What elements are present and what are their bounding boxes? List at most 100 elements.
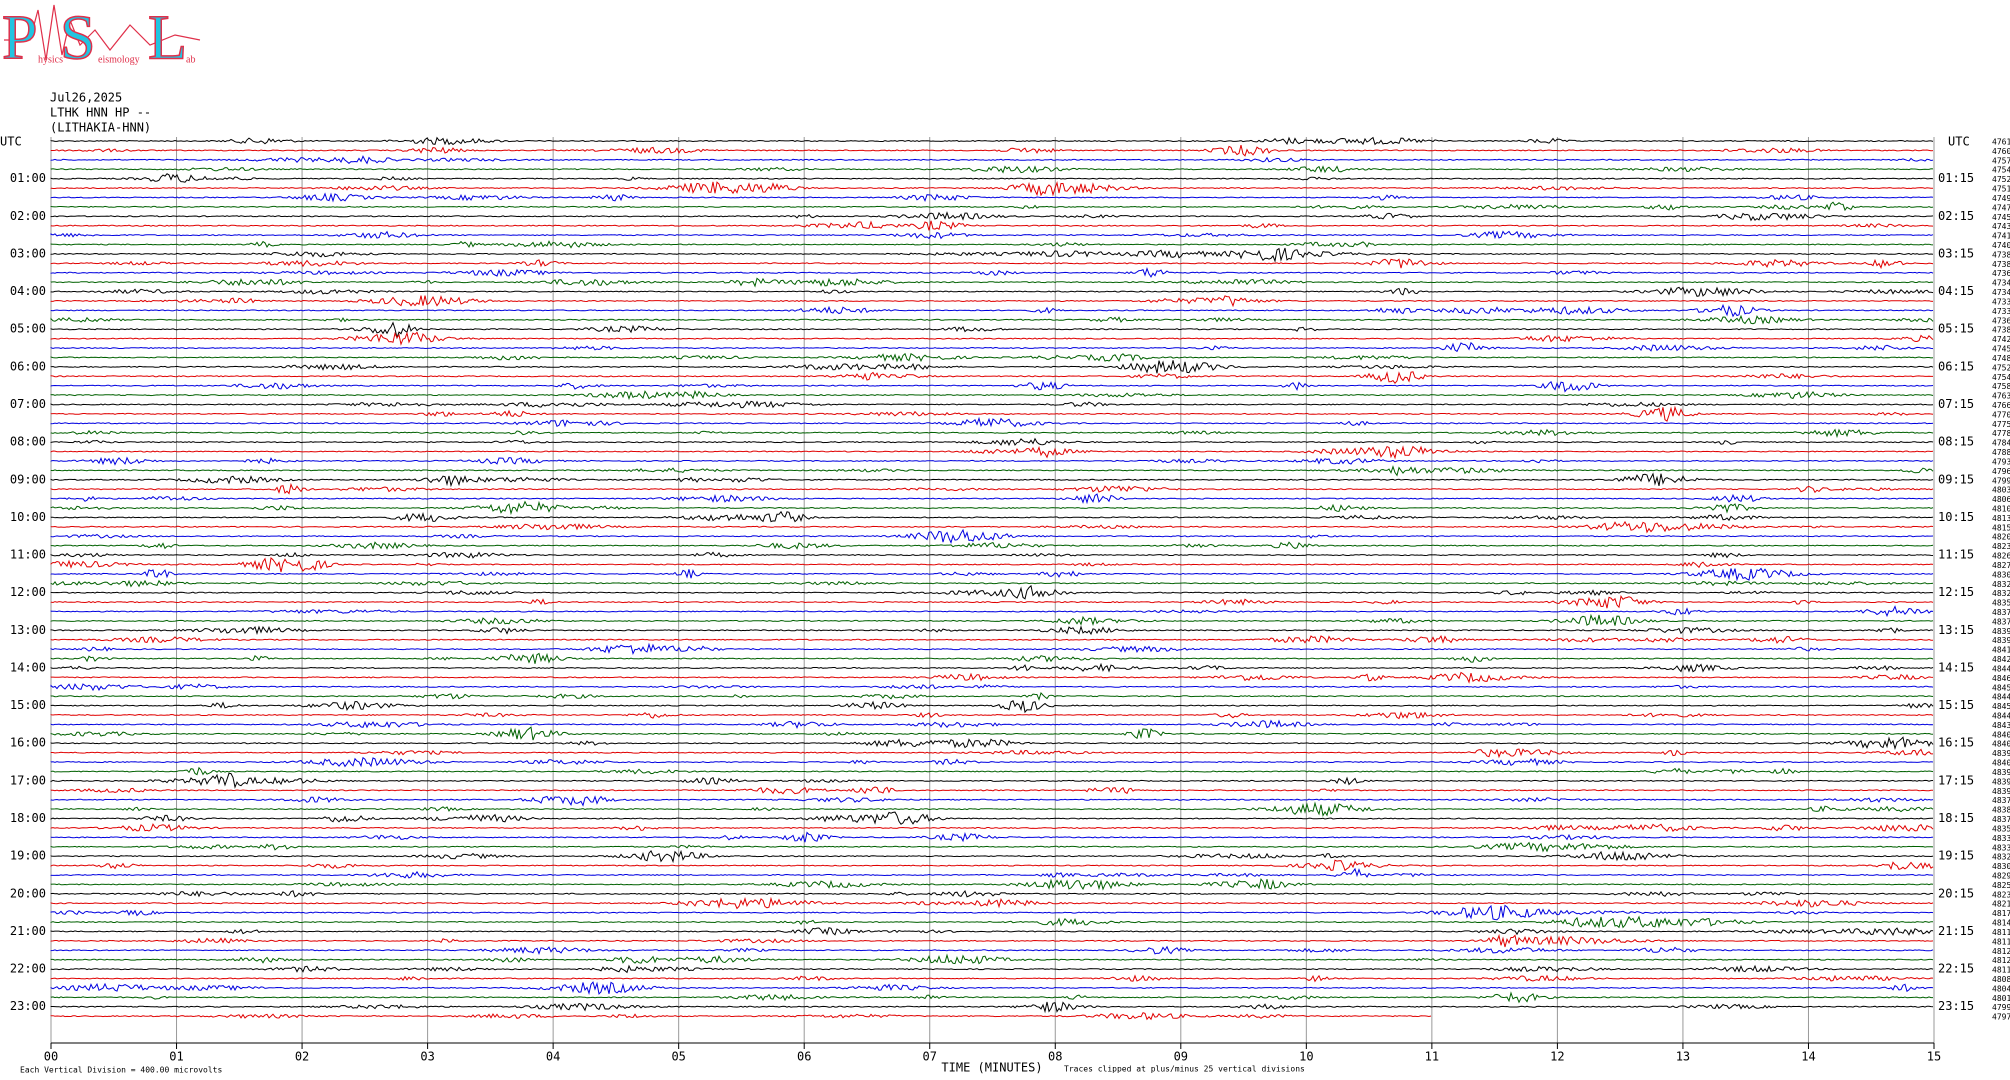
- trace: [50, 964, 1934, 974]
- x-tick-label: 04: [546, 1050, 560, 1064]
- trace: [50, 605, 1934, 618]
- trace: [50, 541, 1934, 550]
- trace: [50, 380, 1934, 393]
- hour-label: 11:00: [10, 548, 46, 562]
- trace-count: 4842: [1992, 655, 2010, 664]
- trace: [50, 180, 1933, 197]
- trace: [50, 472, 1934, 488]
- trace-count: 4817: [1992, 909, 2010, 918]
- x-tick-label: 08: [1048, 1050, 1062, 1064]
- trace-count: 4832: [1992, 589, 2010, 598]
- trace-count: 4840: [1992, 740, 2010, 749]
- trace-count: 4775: [1992, 420, 2010, 429]
- hour-label: 08:00: [10, 435, 46, 449]
- station: LTHK HNN HP --: [50, 106, 151, 120]
- trace: [50, 726, 1934, 741]
- trace: [50, 683, 1934, 692]
- trace-count: 4843: [1992, 721, 2010, 730]
- hour-label: 01:00: [10, 171, 46, 185]
- trace: [50, 341, 1934, 353]
- trace-count: 4839: [1992, 749, 2010, 758]
- trace-count: 4812: [1992, 956, 2010, 965]
- logo-squiggle: [4, 4, 201, 61]
- hour-label-right: 08:15: [1938, 435, 1974, 449]
- trace: [50, 823, 1934, 833]
- trace-count: 4826: [1992, 552, 2010, 561]
- hour-label-right: 06:15: [1938, 359, 1974, 373]
- trace: [50, 201, 1934, 212]
- trace-count: 4844: [1992, 712, 2010, 721]
- trace-count: 4835: [1992, 599, 2010, 608]
- trace: [50, 953, 1934, 965]
- trace-count: 4811: [1992, 966, 2010, 975]
- hour-label: 12:00: [10, 585, 46, 599]
- trace-count: 4810: [1992, 504, 2010, 513]
- hour-label: 14:00: [10, 660, 46, 674]
- logo-word: ab: [186, 54, 195, 65]
- utc-left: UTC: [0, 135, 22, 149]
- trace-count: 4804: [1992, 984, 2010, 993]
- trace: [50, 692, 1934, 701]
- trace: [50, 389, 1934, 401]
- trace: [50, 211, 1934, 222]
- trace: [50, 286, 1934, 298]
- hour-label: 17:00: [10, 773, 46, 787]
- logo-letter: P: [2, 2, 38, 73]
- trace: [50, 405, 1934, 422]
- hour-label: 10:00: [10, 510, 46, 524]
- trace: [50, 766, 1934, 776]
- trace: [50, 360, 1934, 374]
- hour-label-right: 14:15: [1938, 660, 1974, 674]
- trace: [50, 795, 1934, 807]
- trace-count: 4835: [1992, 824, 2010, 833]
- footnote: Each Vertical Division = 400.00 microvol…: [20, 1066, 222, 1075]
- trace: [50, 500, 1934, 516]
- trace: [50, 584, 1934, 600]
- trace-count: 4778: [1992, 429, 2010, 438]
- x-tick-label: 07: [923, 1050, 937, 1064]
- x-tick-label: 15: [1927, 1050, 1941, 1064]
- trace-count: 4796: [1992, 467, 2010, 476]
- trace-count: 4833: [1992, 843, 2010, 852]
- x-title: TIME (MINUTES): [941, 1061, 1042, 1075]
- trace: [50, 240, 1934, 249]
- trace-count: 4833: [1992, 834, 2010, 843]
- utc-right: UTC: [1948, 135, 1970, 149]
- trace-count: 4741: [1992, 232, 2010, 241]
- trace-count: 4839: [1992, 777, 2010, 786]
- trace-count: 4827: [1992, 561, 2010, 570]
- trace-count: 4823: [1992, 542, 2010, 551]
- trace: [50, 849, 1934, 864]
- trace: [50, 801, 1934, 817]
- trace: [50, 859, 1934, 872]
- trace-count: 4742: [1992, 335, 2010, 344]
- hour-label: 13:00: [10, 623, 46, 637]
- trace: [50, 756, 1934, 768]
- trace: [50, 625, 1934, 636]
- site: (LITHAKIA-HNN): [50, 121, 151, 135]
- trace: [50, 927, 1934, 936]
- trace-count: 4763: [1992, 392, 2010, 401]
- trace: [50, 831, 1934, 843]
- hour-label: 02:00: [10, 209, 46, 223]
- hour-label-right: 05:15: [1938, 322, 1974, 336]
- trace: [50, 173, 1934, 183]
- trace-count: 4788: [1992, 448, 2010, 457]
- trace-count: 4752: [1992, 175, 2010, 184]
- hour-label: 19:00: [10, 849, 46, 863]
- trace: [50, 772, 1934, 789]
- date: Jul26,2025: [50, 91, 122, 105]
- logo-letter: S: [60, 2, 96, 73]
- trace-count: 4844: [1992, 693, 2010, 702]
- trace: [50, 277, 1934, 288]
- trace: [50, 662, 1934, 673]
- hour-label: 23:00: [10, 999, 46, 1013]
- trace-count: 4757: [1992, 156, 2010, 165]
- trace: [50, 400, 1934, 409]
- trace-count: 4837: [1992, 617, 2010, 626]
- hour-label: 03:00: [10, 246, 46, 260]
- trace-count: 4830: [1992, 862, 2010, 871]
- trace: [50, 371, 1933, 384]
- trace: [50, 933, 1934, 948]
- trace-count: 4821: [1992, 900, 2010, 909]
